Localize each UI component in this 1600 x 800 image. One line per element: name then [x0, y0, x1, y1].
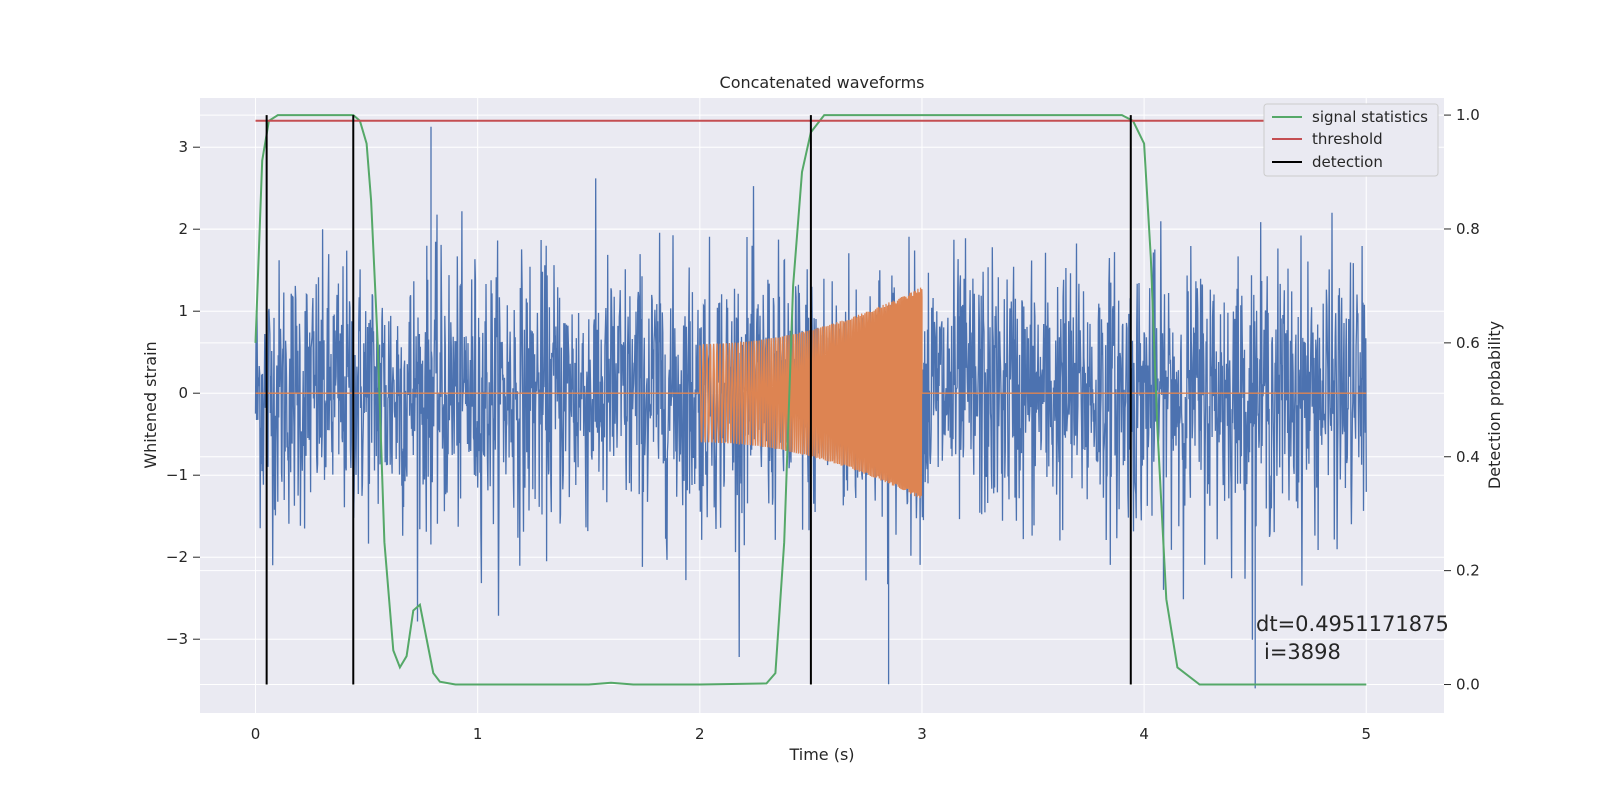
y-tick-label: 3 — [178, 138, 188, 156]
y-tick-label: 0 — [178, 384, 188, 402]
x-tick-label: 2 — [695, 725, 705, 743]
x-tick-label: 4 — [1139, 725, 1149, 743]
y-tick-label: 1 — [178, 302, 188, 320]
x-tick-label: 0 — [251, 725, 261, 743]
y-tick-label: 2 — [178, 220, 188, 238]
legend-label-statistics: signal statistics — [1312, 108, 1428, 126]
annotation-dt: dt=0.4951171875 — [1256, 612, 1449, 636]
x-tick-label: 5 — [1361, 725, 1371, 743]
annotation-i: i=3898 — [1264, 640, 1341, 664]
y-tick-label: −3 — [166, 630, 188, 648]
y-tick-label: −1 — [166, 466, 188, 484]
y-axis-right: 0.0 0.2 0.4 0.6 0.8 1.0 — [1444, 106, 1480, 693]
legend: signal statistics threshold detection — [1264, 104, 1438, 176]
y-tick-label: −2 — [166, 548, 188, 566]
y2-tick-label: 0.8 — [1456, 220, 1480, 238]
y2-tick-label: 0.2 — [1456, 562, 1480, 580]
chart-title: Concatenated waveforms — [720, 73, 925, 92]
x-tick-label: 3 — [917, 725, 927, 743]
y2-tick-label: 1.0 — [1456, 106, 1480, 124]
x-axis: 0 1 2 3 4 5 — [251, 725, 1371, 743]
y-axis-left: −3 −2 −1 0 1 2 3 — [166, 138, 200, 648]
legend-label-detection: detection — [1312, 153, 1383, 171]
y2-tick-label: 0.6 — [1456, 334, 1480, 352]
y-axis-label: Whitened strain — [141, 341, 160, 468]
x-tick-label: 1 — [473, 725, 483, 743]
x-axis-label: Time (s) — [788, 745, 854, 764]
y2-tick-label: 0.4 — [1456, 448, 1480, 466]
legend-label-threshold: threshold — [1312, 130, 1383, 148]
y2-tick-label: 0.0 — [1456, 676, 1480, 694]
y-axis-right-label: Detection probability — [1485, 321, 1504, 489]
